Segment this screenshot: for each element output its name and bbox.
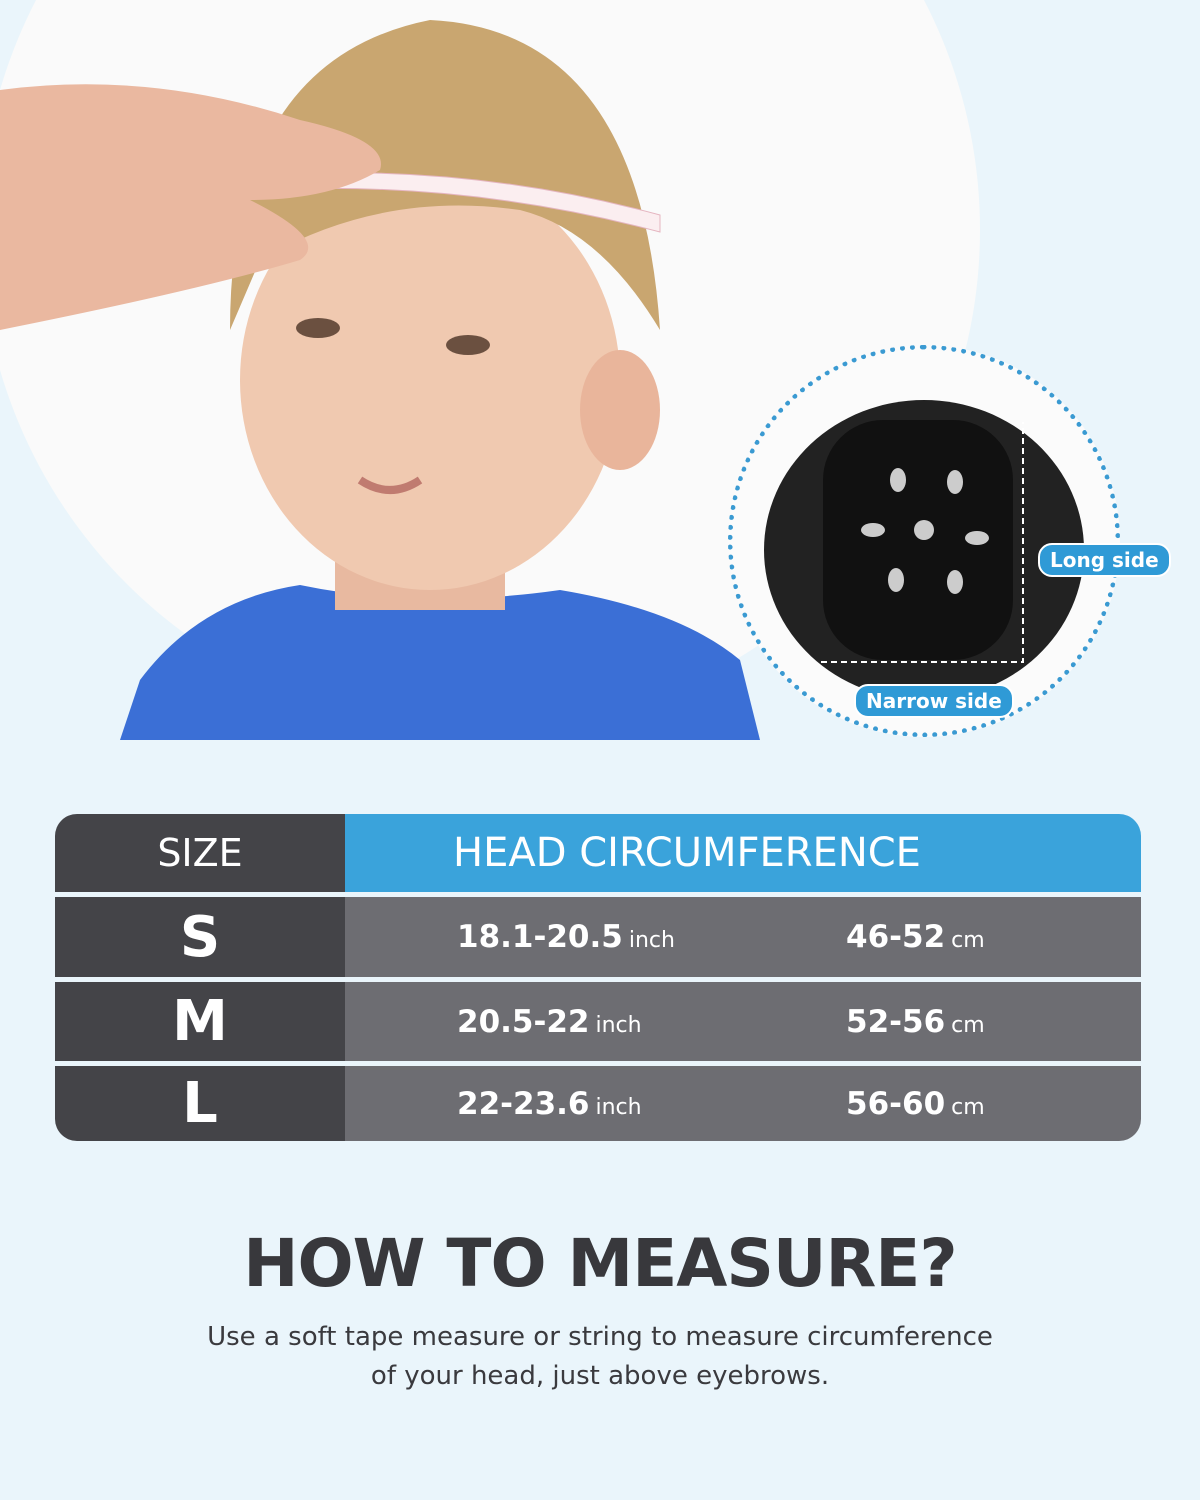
hair — [230, 20, 660, 330]
narrow-side-label: Narrow side — [854, 684, 1014, 718]
size-chart-table: SIZE HEAD CIRCUMFERENCE S 18.1-20.5 inch … — [55, 814, 1141, 1141]
how-to-measure-title: HOW TO MEASURE? — [243, 1225, 957, 1302]
circumference-header: HEAD CIRCUMFERENCE — [453, 830, 921, 876]
helmet-inner-view — [728, 345, 1120, 737]
table-row: M 20.5-22 inch 52-56 cm — [55, 982, 1141, 1061]
size-label: M — [55, 982, 345, 1061]
inch-range: 20.5-22 inch — [457, 1003, 642, 1040]
hand — [0, 84, 381, 331]
measure-guide-lines — [821, 422, 1024, 663]
size-label: L — [55, 1066, 345, 1141]
table-row: L 22-23.6 inch 56-60 cm — [55, 1066, 1141, 1141]
measure-instructions: Use a soft tape measure or string to mea… — [207, 1322, 993, 1391]
face — [240, 170, 620, 590]
helmet-pad — [823, 420, 1013, 660]
table-header: SIZE HEAD CIRCUMFERENCE — [55, 814, 1141, 892]
cm-range: 56-60 cm — [846, 1085, 985, 1122]
inch-range: 22-23.6 inch — [457, 1085, 642, 1122]
size-header: SIZE — [55, 814, 345, 892]
long-side-label: Long side — [1038, 543, 1171, 577]
inch-range: 18.1-20.5 inch — [457, 919, 675, 955]
ear — [580, 350, 660, 470]
cm-range: 46-52 cm — [846, 919, 985, 955]
child-measuring-head-photo — [0, 20, 760, 740]
size-label: S — [55, 897, 345, 977]
cm-range: 52-56 cm — [846, 1003, 985, 1040]
table-row: S 18.1-20.5 inch 46-52 cm — [55, 897, 1141, 977]
blue-shirt — [120, 585, 760, 740]
